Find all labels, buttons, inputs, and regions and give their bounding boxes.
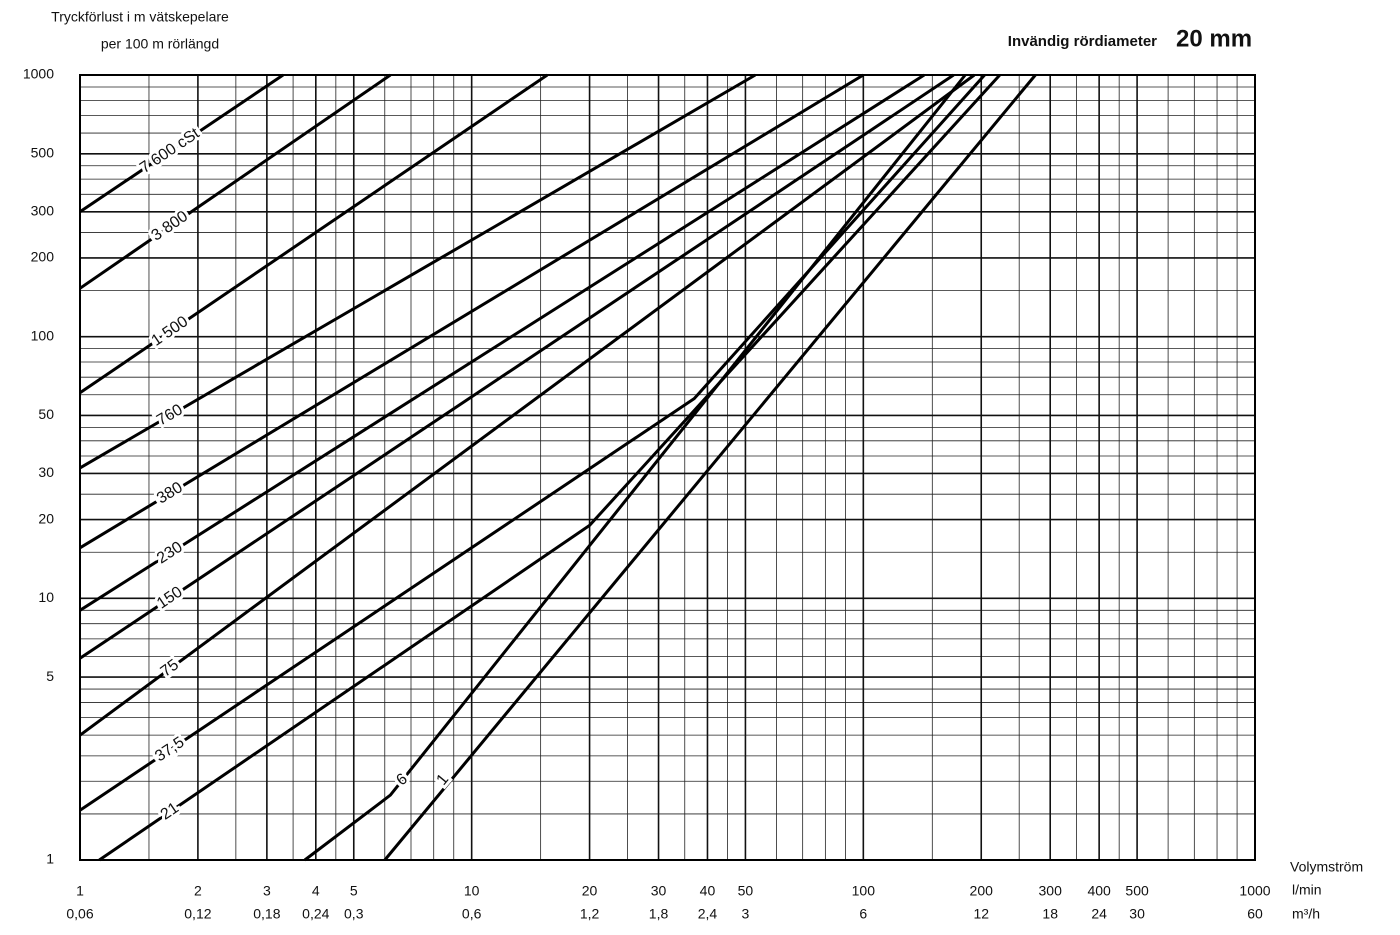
x2-tick-label: 3	[742, 906, 750, 922]
x2-tick-label: 0,6	[462, 906, 482, 922]
diameter: 20 mm	[1176, 25, 1252, 52]
series-line	[79, 73, 284, 214]
x-tick-label: 100	[852, 883, 876, 899]
series-line	[383, 74, 1037, 861]
x-tick-label: 200	[970, 883, 994, 899]
series-line	[79, 73, 955, 660]
x-tick-label: 50	[738, 883, 754, 899]
y-tick-label: 1000	[23, 66, 54, 82]
x-tick-label: 30	[651, 883, 667, 899]
y-tick-label: 5	[46, 668, 54, 684]
x-tick-label: 1	[76, 883, 84, 899]
series-line	[79, 73, 549, 395]
x2-tick-label: 18	[1042, 906, 1058, 922]
y-axis-label: Tryckförlust i m vätskepelare	[51, 9, 229, 25]
x2-tick-label: 0,24	[302, 906, 329, 922]
x2-tick-label: 1,2	[580, 906, 600, 922]
x2-tick-label: 0,12	[184, 906, 211, 922]
x-tick-label: 5	[350, 883, 358, 899]
x2-tick-label: 24	[1091, 906, 1107, 922]
series-label: 21	[158, 799, 182, 823]
y-tick-label: 200	[31, 249, 55, 265]
series-line	[79, 73, 926, 612]
y-tick-label: 300	[31, 203, 55, 219]
x2-tick-label: 6	[859, 906, 867, 922]
x-tick-label: 3	[263, 883, 271, 899]
series-line	[303, 74, 967, 862]
x-tick-label: 4	[312, 883, 320, 899]
series-label: 3 800	[149, 208, 192, 245]
series-label: 37,5	[152, 734, 187, 766]
series-label: 230	[154, 539, 186, 568]
x-tick-label: 500	[1125, 883, 1149, 899]
y-tick-label: 30	[38, 464, 54, 480]
x-tick-label: 1000	[1239, 883, 1270, 899]
x-axis-label: Volymström	[1290, 859, 1363, 875]
x-unit: l/min	[1292, 882, 1322, 898]
series-label: 1 500	[149, 313, 192, 350]
x2-tick-label: 12	[973, 906, 989, 922]
series-line	[79, 73, 865, 550]
series-line	[79, 73, 392, 290]
y-tick-label: 100	[31, 327, 55, 343]
x2-tick-label: 30	[1129, 906, 1145, 922]
y-tick-label: 1	[46, 851, 54, 867]
x2-unit: m³/h	[1292, 906, 1320, 922]
series-line	[98, 73, 1001, 862]
y-tick-label: 50	[38, 406, 54, 422]
x-tick-label: 10	[464, 883, 480, 899]
x2-tick-label: 60	[1247, 906, 1263, 922]
x2-tick-label: 2,4	[698, 906, 718, 922]
x2-tick-label: 1,8	[649, 906, 669, 922]
x-tick-label: 400	[1087, 883, 1111, 899]
series-label: 7 600 cSt	[137, 125, 203, 177]
series-label: 760	[154, 401, 186, 429]
y-tick-label: 10	[38, 589, 54, 605]
series-label: 150	[154, 583, 186, 612]
x2-tick-label: 0,3	[344, 906, 364, 922]
x-tick-label: 40	[700, 883, 716, 899]
x-tick-label: 300	[1039, 883, 1063, 899]
series-label: 1	[433, 771, 452, 789]
chart-title: Invändig rördiameter	[1008, 33, 1157, 50]
x2-tick-label: 0,06	[66, 906, 93, 922]
x-tick-label: 2	[194, 883, 202, 899]
y-tick-label: 500	[31, 144, 55, 160]
series-line	[79, 73, 986, 812]
series-label: 380	[154, 479, 186, 507]
x2-tick-label: 0,18	[253, 906, 280, 922]
x-tick-label: 20	[582, 883, 598, 899]
series-line	[79, 73, 757, 470]
y-axis-label: per 100 m rörlängd	[101, 36, 219, 52]
y-tick-label: 20	[38, 510, 54, 526]
series-line	[79, 73, 976, 737]
